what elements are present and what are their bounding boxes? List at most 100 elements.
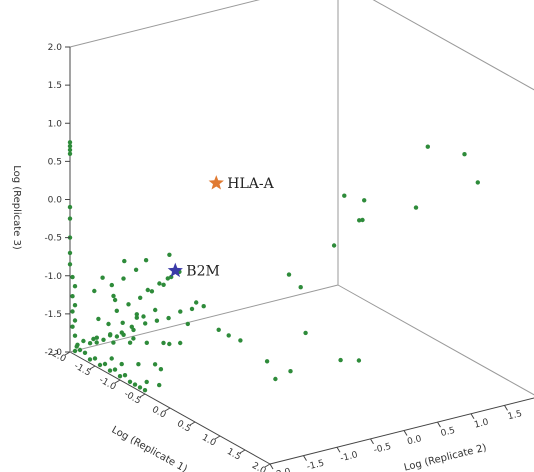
highlight-star-marker <box>209 175 224 189</box>
data-point <box>143 321 147 325</box>
data-point <box>113 367 117 371</box>
highlight-gene-label: HLA-A <box>227 176 274 192</box>
data-point <box>138 296 142 300</box>
y-tick-label: -1.0 <box>339 450 359 464</box>
z-tick-label: 2.0 <box>48 43 63 53</box>
data-point <box>273 377 277 381</box>
data-point <box>120 330 124 334</box>
data-point <box>144 258 148 262</box>
data-point <box>161 283 165 287</box>
data-point <box>145 380 149 384</box>
data-point <box>120 362 124 366</box>
data-point <box>121 276 125 280</box>
data-point <box>88 341 92 345</box>
data-point <box>91 337 95 341</box>
data-point <box>126 302 130 306</box>
data-point <box>106 322 110 326</box>
data-point <box>287 272 291 276</box>
data-point <box>143 388 147 392</box>
data-point <box>83 351 87 355</box>
data-point <box>75 344 79 348</box>
z-tick-label: -1.5 <box>44 310 62 320</box>
y-tick-mark <box>371 439 374 444</box>
data-point <box>167 342 171 346</box>
z-tick-label: 1.0 <box>48 119 63 129</box>
data-point <box>73 318 77 322</box>
z-tick-label: 0.0 <box>48 196 63 206</box>
data-point <box>155 319 159 323</box>
data-point <box>357 358 361 362</box>
axis-labels: Log (Replicate 3) Log (Replicate 1) Log … <box>11 165 488 472</box>
data-point <box>414 205 418 209</box>
box-edge <box>338 285 534 397</box>
y-tick-mark <box>337 447 340 452</box>
data-point <box>138 385 142 389</box>
data-point <box>217 328 221 332</box>
data-point <box>150 289 154 293</box>
data-point <box>118 374 122 378</box>
y-tick-mark <box>304 456 307 461</box>
data-point <box>110 356 114 360</box>
data-point <box>73 303 77 307</box>
data-point <box>166 276 170 280</box>
x-axis-label: Log (Replicate 1) <box>110 424 189 472</box>
data-point <box>68 152 72 156</box>
data-point <box>128 341 132 345</box>
data-point <box>134 268 138 272</box>
data-point <box>70 309 74 313</box>
x-tick-label: -1.0 <box>97 375 117 392</box>
data-point <box>78 348 82 352</box>
highlight-gene-label: B2M <box>186 264 220 280</box>
data-point <box>146 288 150 292</box>
data-point <box>100 276 104 280</box>
data-point <box>166 316 170 320</box>
data-point <box>299 285 303 289</box>
data-point <box>161 341 165 345</box>
data-point <box>141 314 145 318</box>
data-point <box>68 216 72 220</box>
data-point <box>159 367 163 371</box>
data-point <box>122 259 126 263</box>
data-point <box>92 289 96 293</box>
tick-labels: -2.0-1.5-1.0-0.50.00.51.01.52.0-2.0-1.5-… <box>44 43 534 472</box>
data-point <box>357 218 361 222</box>
y-tick-label: 0.0 <box>406 434 423 447</box>
highlight-star-marker <box>168 263 183 278</box>
data-point <box>68 144 72 148</box>
data-point <box>153 308 157 312</box>
y-tick-label: -1.5 <box>306 459 325 472</box>
data-point <box>73 284 77 288</box>
data-point <box>95 340 99 344</box>
y-tick-mark <box>505 405 508 410</box>
data-point <box>135 316 139 320</box>
box-edge <box>70 0 338 47</box>
data-point <box>68 140 72 144</box>
y-tick-mark <box>404 431 407 436</box>
data-point <box>93 356 97 360</box>
data-point <box>98 363 102 367</box>
floor-edge <box>70 285 338 352</box>
data-point <box>68 251 72 255</box>
x-tick-label: 1.5 <box>225 447 242 463</box>
y-tick-mark <box>270 464 273 469</box>
box-edge <box>338 0 534 92</box>
data-point <box>153 362 157 366</box>
x-tick-label: 0.0 <box>150 405 168 421</box>
data-point <box>111 340 115 344</box>
data-point <box>108 368 112 372</box>
data-point <box>70 275 74 279</box>
data-point <box>111 294 115 298</box>
data-point <box>476 180 480 184</box>
data-point <box>136 362 140 366</box>
z-tick-label: 1.5 <box>48 81 62 91</box>
x-tick-label: 0.5 <box>175 419 192 435</box>
data-point <box>265 359 269 363</box>
x-tick-label: -2.0 <box>47 347 67 364</box>
data-point <box>178 309 182 313</box>
y-tick-mark <box>438 422 441 427</box>
data-point <box>133 382 137 386</box>
data-point <box>103 362 107 366</box>
y-tick-label: -2.0 <box>272 467 292 472</box>
data-point <box>426 145 430 149</box>
data-point <box>68 205 72 209</box>
